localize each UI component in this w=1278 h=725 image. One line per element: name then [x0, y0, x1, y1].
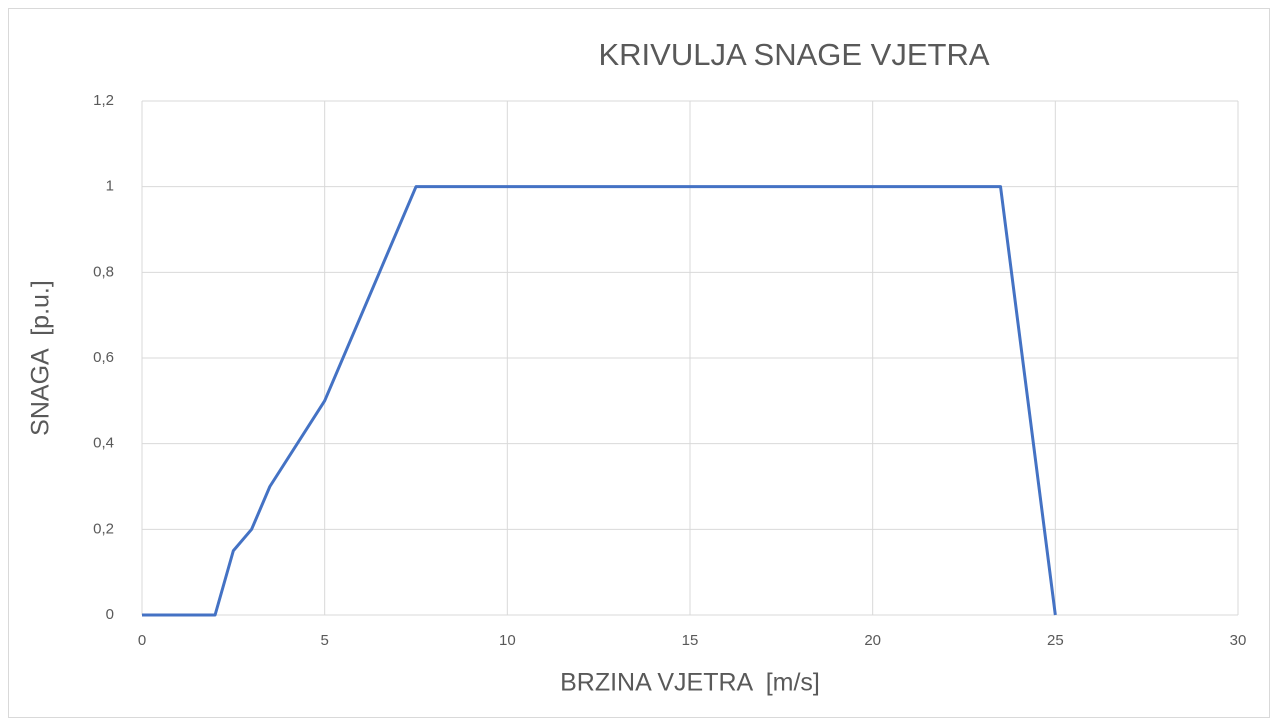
- y-tick-label: 1: [106, 178, 114, 195]
- x-tick-label: 5: [320, 632, 328, 649]
- y-tick-label: 0,8: [93, 263, 114, 280]
- y-tick-label: 1,2: [93, 92, 114, 109]
- x-tick-label: 0: [138, 632, 146, 649]
- x-tick-label: 30: [1230, 632, 1247, 649]
- chart-border: [8, 8, 1270, 718]
- x-axis-label: BRZINA VJETRA [m/s]: [560, 669, 820, 697]
- y-tick-label: 0,4: [93, 435, 114, 452]
- x-tick-label: 10: [499, 632, 516, 649]
- y-axis-label: SNAGA [p.u.]: [27, 280, 55, 436]
- x-tick-label: 25: [1047, 632, 1064, 649]
- y-tick-label: 0,2: [93, 520, 114, 537]
- x-tick-label: 15: [682, 632, 699, 649]
- x-tick-label: 20: [864, 632, 881, 649]
- chart-title: KRIVULJA SNAGE VJETRA: [598, 37, 989, 72]
- y-tick-label: 0,6: [93, 349, 114, 366]
- line: [142, 185, 1057, 617]
- y-tick-label: 0: [106, 606, 114, 623]
